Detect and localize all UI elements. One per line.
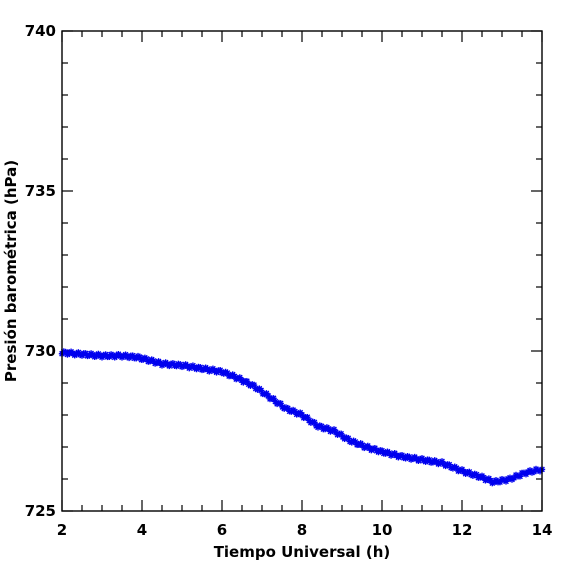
x-tick-label: 8: [297, 521, 307, 539]
x-axis-label: Tiempo Universal (h): [214, 543, 391, 561]
x-tick-label: 6: [217, 521, 227, 539]
y-axis-label: Presión barométrica (hPa): [2, 160, 20, 382]
data-point: [291, 408, 299, 415]
x-tick-labels: 2 4 6 8 10 12 14: [57, 521, 553, 539]
axis-ticks: [61, 30, 543, 512]
plot-frame: [61, 30, 543, 512]
x-tick-label: 4: [137, 521, 147, 539]
x-tick-label: 10: [372, 521, 393, 539]
y-tick-label: 740: [25, 22, 56, 40]
x-tick-label: 12: [452, 521, 473, 539]
y-tick-label: 725: [25, 502, 56, 520]
y-tick-labels: 725 730 735 740: [25, 22, 56, 520]
x-tick-label: 2: [57, 521, 67, 539]
data-points: [58, 348, 546, 487]
x-tick-label: 14: [532, 521, 553, 539]
y-tick-label: 735: [25, 182, 56, 200]
y-tick-label: 730: [25, 342, 56, 360]
